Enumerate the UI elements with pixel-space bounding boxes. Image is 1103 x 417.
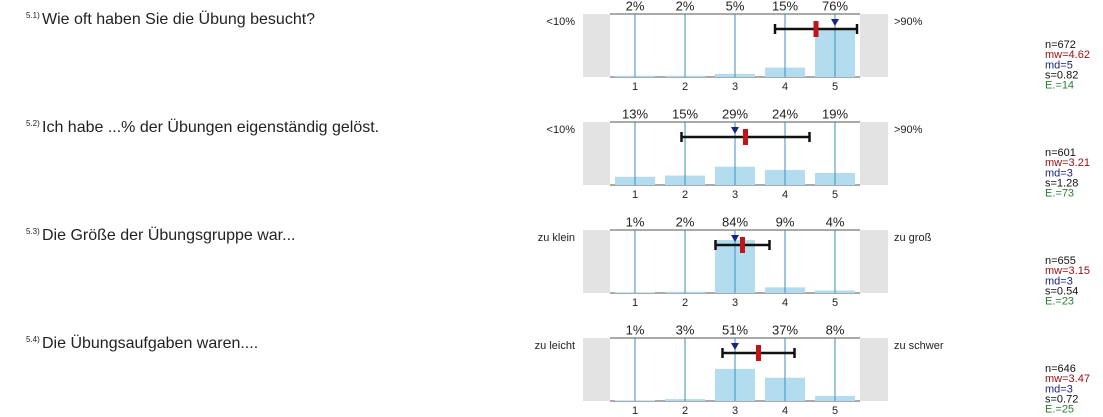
question-number: 5.2) [26, 119, 40, 128]
value-label: 13% [622, 106, 648, 121]
stat-e: E.=14 [1045, 80, 1074, 92]
value-label: 1% [626, 322, 645, 337]
value-label: 37% [772, 322, 798, 337]
scale-end-right [860, 230, 888, 293]
right-label: >90% [894, 124, 923, 136]
stat-md: md=3 [1045, 383, 1073, 395]
category-label: 5 [832, 297, 838, 309]
mean-marker [756, 345, 761, 361]
question: Ich habe ...% der Übungen eigenständig g… [42, 118, 379, 136]
scale-end-left [583, 338, 610, 401]
right-label: zu groß [894, 232, 932, 244]
value-label: 76% [822, 0, 848, 13]
category-label: 2 [682, 405, 688, 417]
value-label: 29% [722, 106, 748, 121]
category-label: 5 [832, 405, 838, 417]
stat-n: n=655 [1045, 255, 1076, 267]
stat-n: n=646 [1045, 363, 1076, 375]
stat-mw: mw=3.21 [1045, 157, 1090, 169]
value-label: 4% [826, 214, 845, 229]
stat-md: md=3 [1045, 167, 1073, 179]
stat-md: md=5 [1045, 59, 1073, 71]
category-label: 3 [732, 189, 738, 201]
category-label: 3 [732, 405, 738, 417]
median-marker [731, 343, 739, 350]
category-label: 4 [782, 405, 788, 417]
scale-end-left [583, 14, 610, 77]
value-label: 3% [676, 322, 695, 337]
stat-mw: mw=3.47 [1045, 373, 1090, 385]
median-marker [831, 19, 839, 26]
stat-e: E.=73 [1045, 188, 1074, 200]
category-label: 4 [782, 297, 788, 309]
stat-mw: mw=4.62 [1045, 49, 1090, 61]
value-label: 15% [672, 106, 698, 121]
category-label: 4 [782, 81, 788, 93]
median-marker [731, 235, 739, 242]
category-label: 4 [782, 189, 788, 201]
value-label: 2% [676, 0, 695, 13]
question-number: 5.3) [26, 227, 40, 236]
category-label: 5 [832, 81, 838, 93]
left-label: zu leicht [535, 340, 575, 352]
right-label: >90% [894, 16, 923, 28]
question: Wie oft haben Sie die Übung besucht? [42, 10, 315, 28]
stat-n: n=601 [1045, 147, 1076, 159]
value-label: 15% [772, 0, 798, 13]
stat-mw: mw=3.15 [1045, 265, 1090, 277]
scale-end-right [860, 122, 888, 185]
question-number: 5.4) [26, 335, 40, 344]
stat-md: md=3 [1045, 275, 1073, 287]
question-number: 5.1) [26, 11, 40, 20]
scale-end-right [860, 338, 888, 401]
category-label: 3 [732, 81, 738, 93]
category-label: 2 [682, 189, 688, 201]
mean-marker [813, 21, 819, 37]
median-marker [731, 127, 739, 134]
category-label: 3 [732, 297, 738, 309]
stat-n: n=672 [1045, 39, 1076, 51]
value-label: 84% [722, 214, 748, 229]
left-label: zu klein [538, 232, 575, 244]
category-label: 1 [632, 297, 638, 309]
stat-s: s=0.72 [1045, 394, 1078, 406]
question: Die Übungsaufgaben waren.... [42, 334, 258, 352]
left-label: <10% [547, 124, 576, 136]
category-label: 2 [682, 297, 688, 309]
stat-s: s=0.82 [1045, 70, 1078, 82]
category-label: 5 [832, 189, 838, 201]
value-label: 5% [726, 0, 745, 13]
value-label: 8% [826, 322, 845, 337]
value-label: 2% [676, 214, 695, 229]
category-label: 2 [682, 81, 688, 93]
stat-e: E.=25 [1045, 404, 1074, 416]
value-label: 24% [772, 106, 798, 121]
stat-e: E.=23 [1045, 296, 1074, 308]
value-label: 9% [776, 214, 795, 229]
scale-end-left [583, 122, 610, 185]
value-label: 51% [722, 322, 748, 337]
value-label: 19% [822, 106, 848, 121]
stat-s: s=0.54 [1045, 286, 1078, 298]
category-label: 1 [632, 405, 638, 417]
mean-marker [743, 129, 748, 145]
left-label: <10% [547, 16, 576, 28]
right-label: zu schwer [894, 340, 944, 352]
scale-end-left [583, 230, 610, 293]
stat-s: s=1.28 [1045, 178, 1078, 190]
question: Die Größe der Übungsgruppe war... [42, 226, 295, 244]
mean-marker [740, 237, 745, 253]
category-label: 1 [632, 189, 638, 201]
scale-end-right [860, 14, 888, 77]
value-label: 1% [626, 214, 645, 229]
category-label: 1 [632, 81, 638, 93]
value-label: 2% [626, 0, 645, 13]
